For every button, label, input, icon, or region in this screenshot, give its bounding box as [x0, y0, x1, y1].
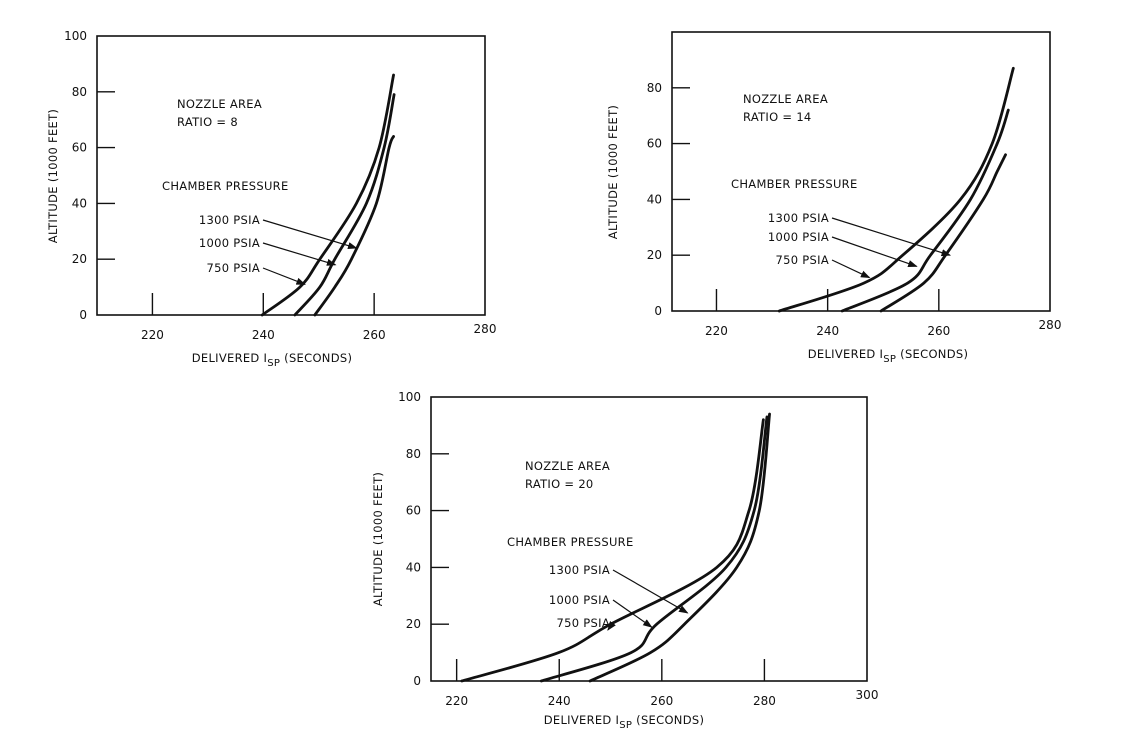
plot-frame: [96, 35, 486, 316]
series-line-1000-psia: [293, 93, 396, 317]
series-label: 1300 PSIA: [199, 213, 260, 227]
x-axis-label: DELIVERED ISP (SECONDS): [544, 713, 705, 731]
x-tick-label: 260: [650, 694, 673, 708]
y-axis-label: ALTITUDE (1000 FEET): [606, 105, 620, 239]
series-line-1300-psia: [588, 412, 771, 683]
y-tick-label: 40: [406, 560, 421, 574]
x-axis-label-main: DELIVERED I: [544, 713, 620, 727]
x-tick-label: 220: [445, 694, 468, 708]
series-label: 1000 PSIA: [199, 236, 260, 250]
y-tick-label: 60: [647, 137, 662, 151]
plot-frame: [671, 31, 1051, 312]
x-tick-label: 220: [705, 324, 728, 338]
y-tick-label: 100: [398, 390, 421, 404]
leader-arrow: [262, 242, 337, 266]
series-label: 750 PSIA: [557, 616, 611, 630]
leader-arrow: [612, 569, 689, 614]
ratio-annotation: RATIO = 14: [743, 110, 812, 124]
x-axis-label: DELIVERED ISP (SECONDS): [808, 347, 969, 365]
series-line-1300-psia: [879, 153, 1007, 313]
x-axis-label-main: DELIVERED I: [192, 351, 268, 365]
x-tick-label: 220: [141, 328, 164, 342]
y-tick-label: 40: [72, 196, 87, 210]
series-line-1300-psia: [313, 135, 395, 317]
leader-arrow: [612, 599, 653, 628]
chart-panel-1: 0 20 40 60 80 100 220 240 260 280 DELIVERED ISP (S…: [46, 29, 496, 369]
y-tick-label: 0: [654, 304, 662, 318]
series-line-1000-psia: [539, 415, 769, 683]
x-axis-label-main: DELIVERED I: [808, 347, 884, 361]
series-line-750-psia: [777, 66, 1015, 313]
x-tick-label: 260: [927, 324, 950, 338]
y-tick-label: 80: [72, 85, 87, 99]
plot-frame: [430, 396, 868, 682]
x-axis-label: DELIVERED ISP (SECONDS): [192, 351, 353, 369]
x-axis-label-sub: SP: [883, 354, 896, 365]
leader-arrow: [262, 219, 358, 250]
x-axis-label-sub: SP: [619, 720, 632, 731]
y-tick-label: 60: [72, 141, 87, 155]
y-tick-label: 0: [79, 308, 87, 322]
x-tick-label: 260: [363, 328, 386, 342]
y-tick-label: 20: [72, 252, 87, 266]
chart-panel-3: 0 20 40 60 80 100 220 240 260 280 300 DELIVERED ISP…: [371, 390, 878, 731]
x-tick-label: 280: [753, 694, 776, 708]
leader-arrow: [831, 236, 918, 268]
x-axis-label-tail: (SECONDS): [632, 713, 704, 727]
leader-arrow: [831, 217, 952, 257]
ratio-annotation: RATIO = 20: [525, 477, 594, 491]
ratio-annotation: NOZZLE AREA: [743, 92, 828, 106]
chart-panel-2: 0 20 40 60 80 220 240 260 280 DELIVERED ISP (SECO…: [606, 31, 1062, 365]
leader-arrow: [607, 620, 616, 631]
legend-title: CHAMBER PRESSURE: [507, 535, 634, 549]
y-tick-label: 40: [647, 192, 662, 206]
series-line-1000-psia: [840, 108, 1010, 313]
y-tick-label: 0: [413, 674, 421, 688]
x-tick-label: 240: [252, 328, 275, 342]
series-line-750-psia: [260, 73, 395, 317]
x-tick-label: 240: [548, 694, 571, 708]
series-label: 1300 PSIA: [549, 563, 610, 577]
series-label: 750 PSIA: [776, 253, 830, 267]
ratio-annotation: RATIO = 8: [177, 115, 238, 129]
x-tick-label: 280: [1039, 318, 1062, 332]
y-tick-label: 80: [406, 447, 421, 461]
series-label: 1300 PSIA: [768, 211, 829, 225]
legend-title: CHAMBER PRESSURE: [162, 179, 289, 193]
x-tick-label: 300: [856, 688, 879, 702]
x-tick-label: 240: [816, 324, 839, 338]
y-tick-label: 20: [406, 617, 421, 631]
series-label: 1000 PSIA: [768, 230, 829, 244]
series-label: 1000 PSIA: [549, 593, 610, 607]
legend-title: CHAMBER PRESSURE: [731, 177, 858, 191]
series-line-750-psia: [460, 418, 765, 683]
y-tick-label: 100: [64, 29, 87, 43]
y-axis-label: ALTITUDE (1000 FEET): [371, 472, 385, 606]
series-label: 750 PSIA: [207, 261, 261, 275]
x-axis-label-tail: (SECONDS): [280, 351, 352, 365]
x-axis-label-tail: (SECONDS): [896, 347, 968, 361]
leader-arrow: [831, 259, 871, 279]
ratio-annotation: NOZZLE AREA: [177, 97, 262, 111]
y-tick-label: 60: [406, 504, 421, 518]
y-axis-label: ALTITUDE (1000 FEET): [46, 109, 60, 243]
y-tick-label: 20: [647, 248, 662, 262]
leader-arrow: [262, 267, 306, 285]
y-tick-label: 80: [647, 81, 662, 95]
x-axis-label-sub: SP: [267, 358, 280, 369]
ratio-annotation: NOZZLE AREA: [525, 459, 610, 473]
x-tick-label: 280: [474, 322, 497, 336]
